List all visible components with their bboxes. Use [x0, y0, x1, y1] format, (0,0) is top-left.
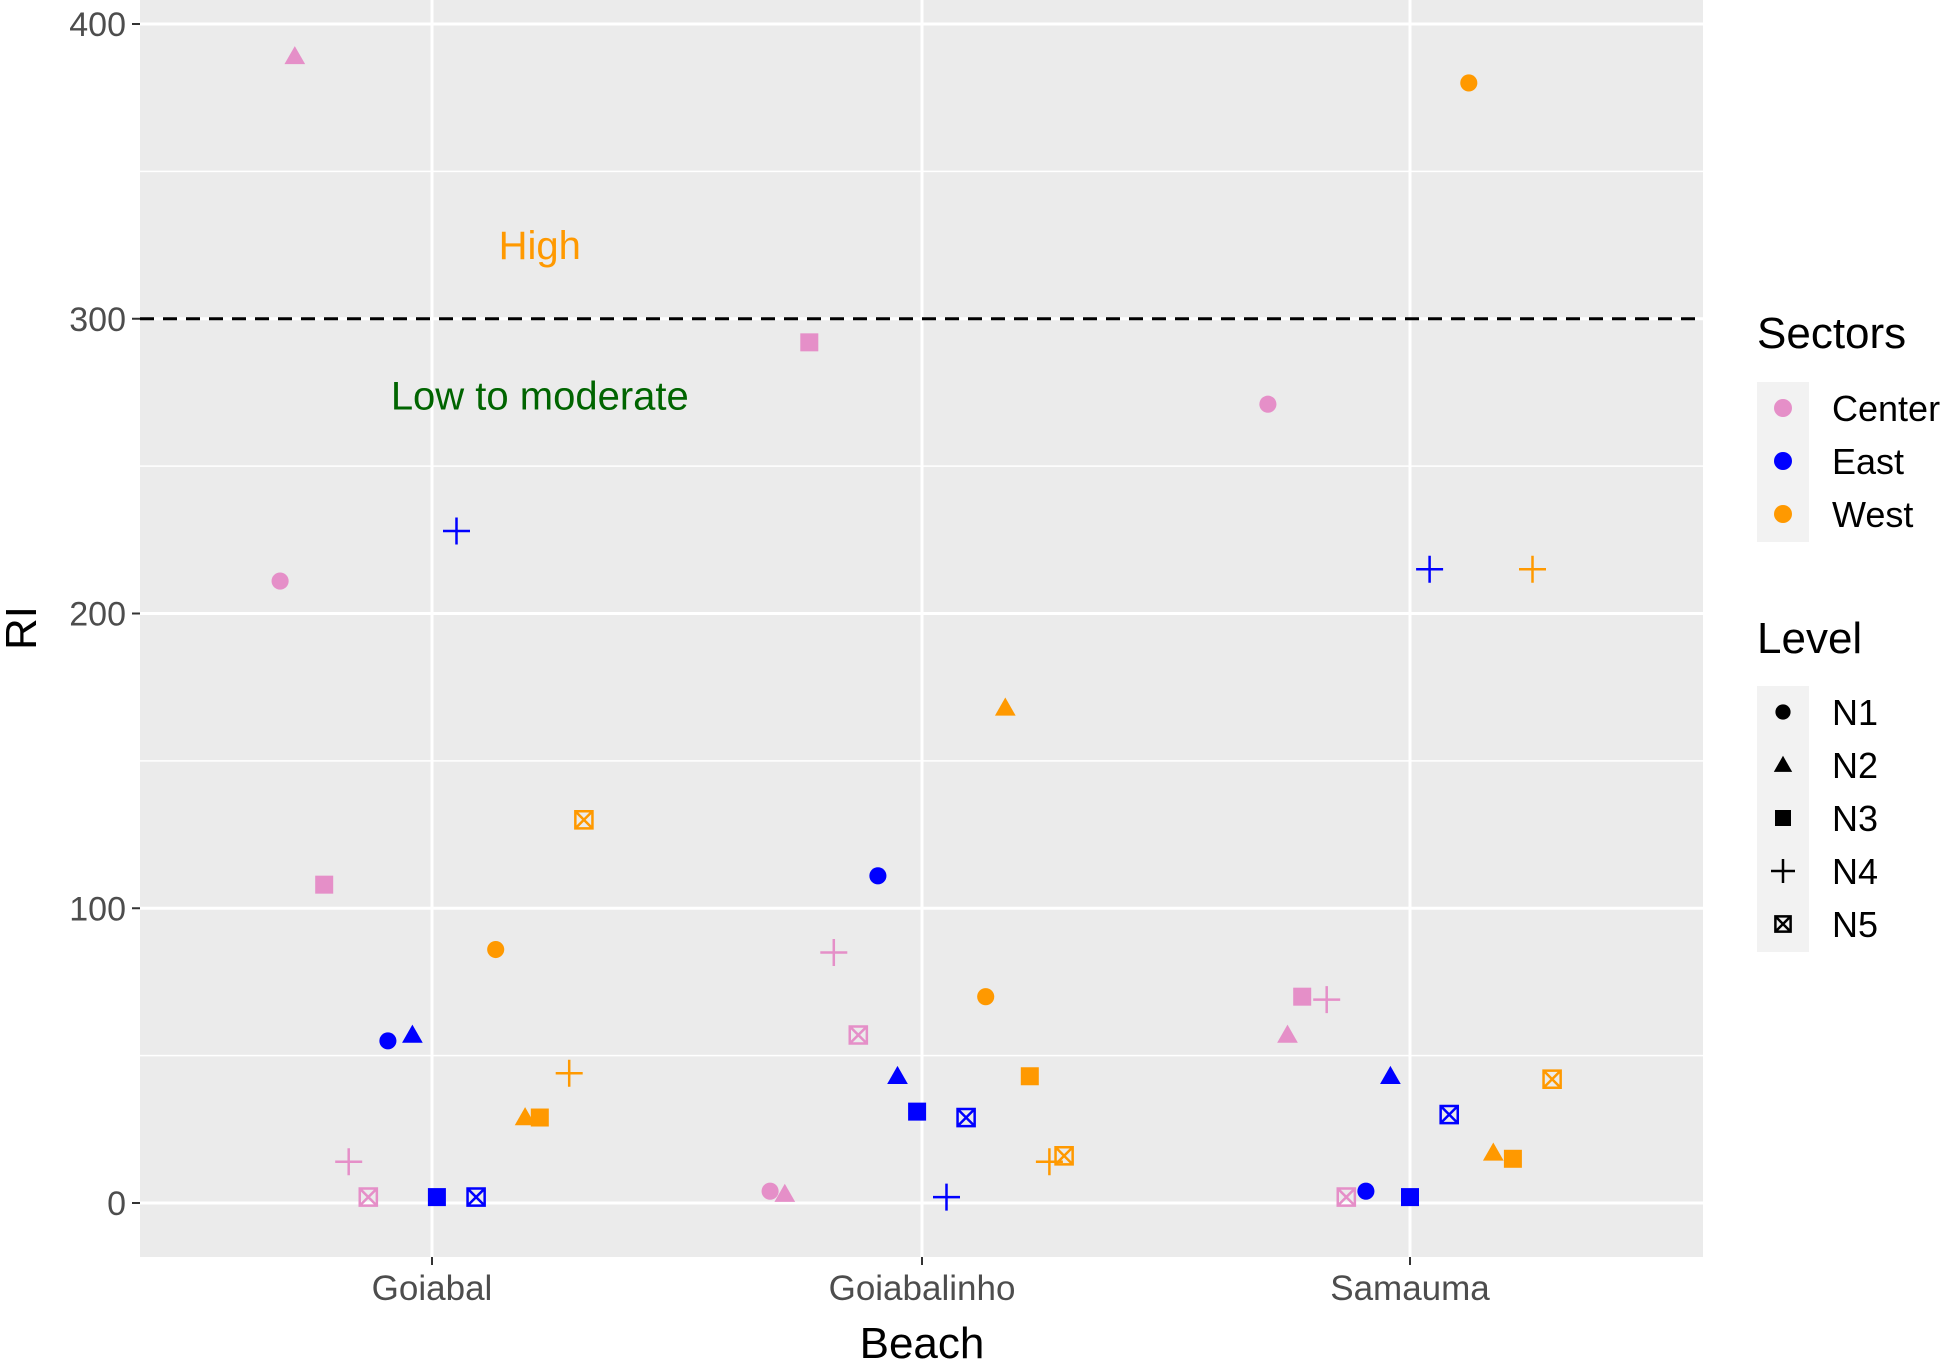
data-point — [800, 333, 819, 352]
data-point — [379, 1032, 397, 1050]
y-tick-label: 300 — [69, 301, 126, 339]
data-point — [335, 1148, 363, 1176]
data-point — [402, 1024, 423, 1043]
data-point — [1416, 555, 1444, 583]
annotation: High — [499, 224, 581, 268]
data-point — [933, 1183, 960, 1211]
legend-level-title: Level — [1757, 614, 1862, 663]
data-point — [994, 697, 1016, 716]
legend-sectors: Sectors Center East West — [1757, 309, 1940, 542]
data-point — [1503, 1149, 1522, 1168]
data-point — [427, 1188, 446, 1207]
y-tick-label: 0 — [107, 1185, 126, 1223]
data-point — [1020, 1067, 1039, 1086]
data-point — [1293, 987, 1312, 1006]
x-axis-title: Beach — [860, 1319, 985, 1360]
data-points — [271, 46, 1562, 1211]
annotations: High Low to moderate — [391, 224, 689, 418]
y-tick-label: 100 — [69, 890, 126, 928]
data-point — [820, 938, 848, 966]
data-point — [271, 572, 289, 590]
legend-level: Level N1 N2 N3 N4 N5 — [1757, 614, 1878, 952]
legend-sectors-title: Sectors — [1757, 309, 1906, 358]
data-point — [774, 1183, 796, 1202]
data-point — [555, 1059, 583, 1087]
data-point — [574, 810, 594, 830]
legend-key — [1774, 452, 1792, 470]
legend-key — [1775, 704, 1791, 720]
y-axis: 0 100 200 300 400 — [69, 6, 140, 1223]
annotation: Low to moderate — [391, 374, 689, 418]
data-point — [487, 940, 505, 959]
data-point — [1380, 1065, 1401, 1085]
legend-key — [1774, 505, 1792, 523]
legend-label: East — [1832, 441, 1904, 482]
y-tick-label: 400 — [69, 6, 126, 44]
data-point — [956, 1107, 976, 1128]
data-point — [977, 988, 995, 1006]
legend-label: N4 — [1832, 851, 1878, 892]
legend-key — [1771, 859, 1795, 883]
data-point — [1401, 1188, 1419, 1207]
data-point — [1542, 1069, 1562, 1090]
legend-key — [1775, 810, 1791, 826]
data-point — [1313, 986, 1341, 1014]
legend-label: N2 — [1832, 745, 1878, 786]
y-tick-label: 200 — [69, 596, 126, 634]
data-point — [1259, 395, 1277, 413]
legend-key — [1773, 755, 1793, 772]
legend-key — [1774, 915, 1792, 933]
x-tick-label: Goiabalinho — [829, 1269, 1016, 1308]
data-point — [887, 1065, 908, 1085]
x-tick-label: Goiabal — [372, 1269, 493, 1308]
data-point — [1439, 1104, 1459, 1125]
y-axis-title: RI — [0, 606, 46, 650]
data-point — [1054, 1146, 1074, 1166]
data-point — [466, 1187, 486, 1207]
data-point — [1482, 1142, 1504, 1161]
legend-label: N5 — [1832, 904, 1878, 945]
data-point — [358, 1187, 379, 1207]
data-point — [761, 1182, 779, 1200]
data-point — [315, 875, 334, 894]
data-point — [443, 517, 470, 545]
legend-label: West — [1832, 494, 1913, 535]
data-point — [869, 867, 887, 885]
x-axis: Goiabal Goiabalinho Samauma — [372, 1257, 1490, 1308]
data-point — [908, 1102, 927, 1121]
legend-label: N3 — [1832, 798, 1878, 839]
data-point — [530, 1108, 549, 1127]
legend-label: N1 — [1832, 692, 1878, 733]
data-point — [284, 46, 306, 65]
data-point — [1357, 1182, 1375, 1200]
legend-key — [1774, 399, 1792, 417]
data-point — [848, 1025, 869, 1045]
x-tick-label: Samauma — [1330, 1269, 1490, 1308]
data-point — [1519, 555, 1546, 583]
data-point — [514, 1107, 536, 1126]
data-point — [1460, 74, 1478, 92]
data-point — [1277, 1024, 1298, 1043]
legend-label: Center — [1832, 388, 1940, 429]
data-point — [1336, 1187, 1357, 1207]
